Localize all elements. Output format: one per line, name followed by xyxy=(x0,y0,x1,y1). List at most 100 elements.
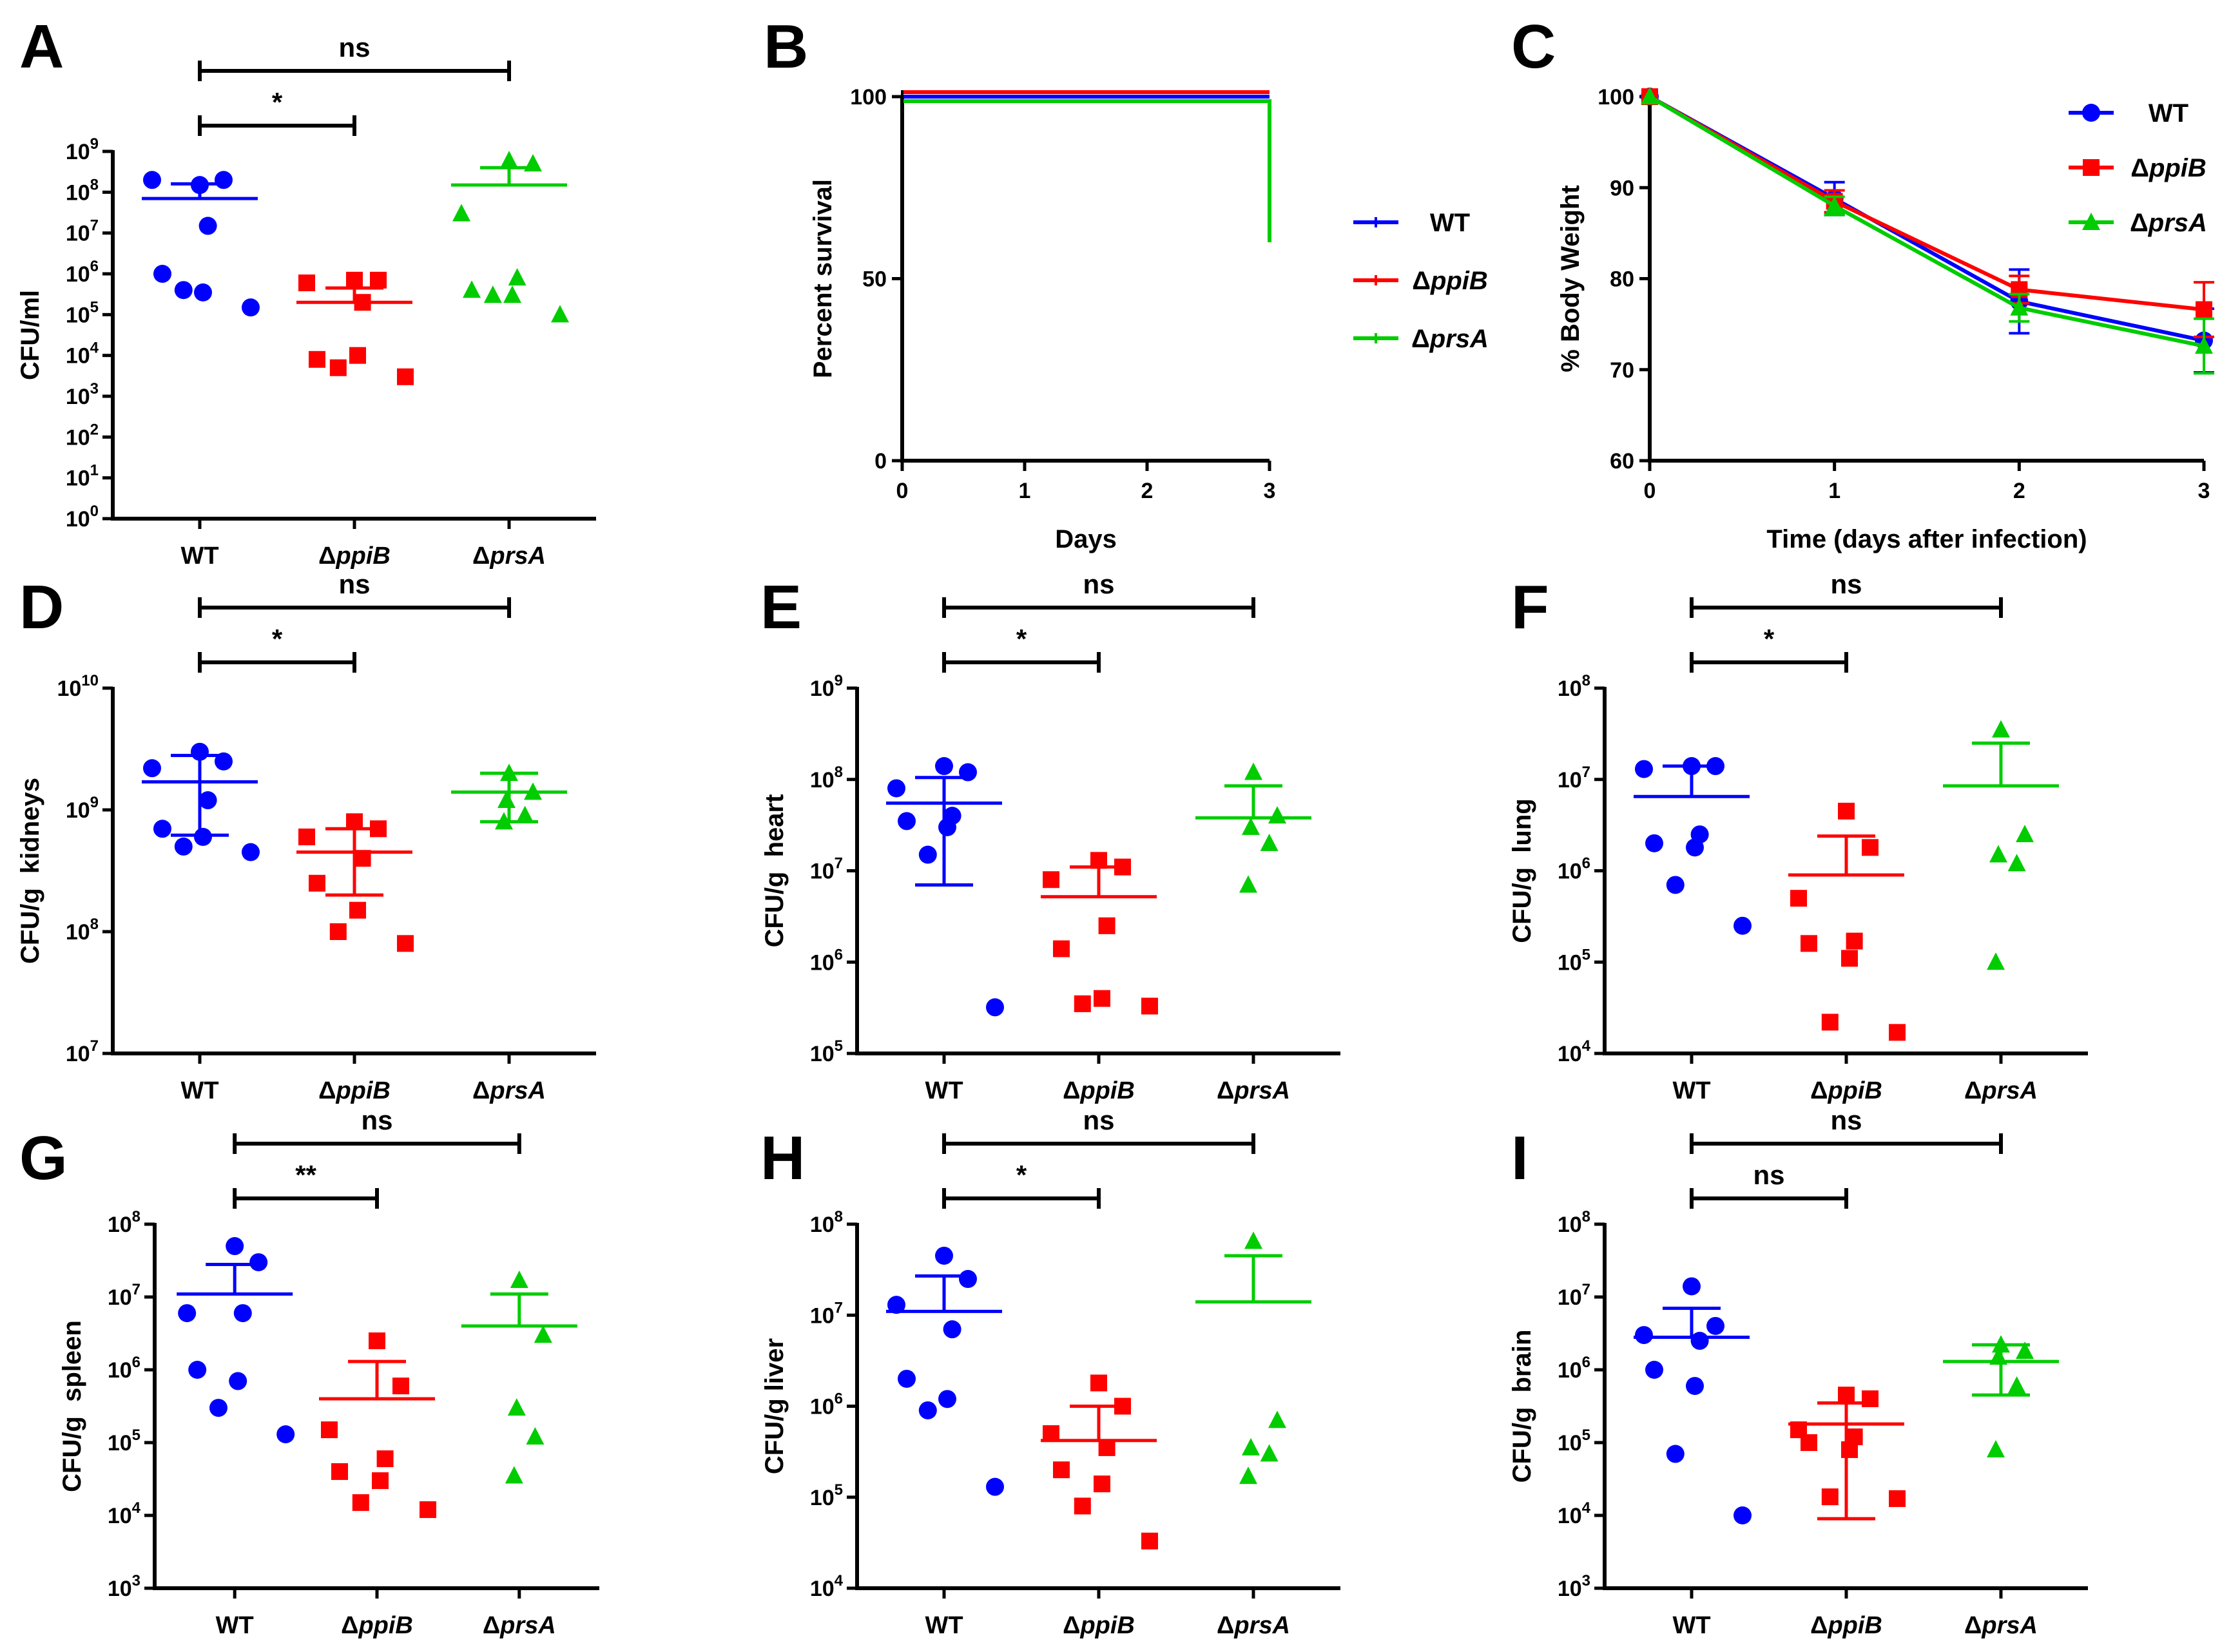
data-point xyxy=(1825,196,1844,214)
category-label: ΔppiB xyxy=(2130,154,2207,182)
category-gene: prsA xyxy=(499,1612,556,1639)
category-label: ΔppiB xyxy=(1063,1077,1135,1104)
data-point xyxy=(397,935,414,952)
y-tick-label: 0 xyxy=(874,449,887,474)
panel-label: B xyxy=(764,12,808,81)
tick-base: 10 xyxy=(810,1395,835,1419)
category-label: ΔprsA xyxy=(472,543,546,570)
category-label: ΔprsA xyxy=(1411,325,1489,353)
data-point xyxy=(1992,720,2010,738)
data-point xyxy=(174,837,193,856)
tick-exponent: 5 xyxy=(1582,1426,1590,1444)
y-tick-label: 107 xyxy=(108,1281,140,1310)
tick-base: 10 xyxy=(108,1504,132,1528)
tick-base: 10 xyxy=(810,1042,835,1066)
data-point xyxy=(2007,854,2026,872)
category-label: WT xyxy=(1672,1612,1710,1639)
data-point xyxy=(420,1501,436,1519)
category-delta: Δ xyxy=(1063,1612,1080,1639)
data-point xyxy=(1734,916,1752,935)
data-point xyxy=(1838,802,1855,820)
y-axis-title: CFU/g brain xyxy=(1508,1330,1536,1483)
data-point xyxy=(505,1466,523,1484)
data-point xyxy=(1090,1374,1107,1392)
tick-base: 10 xyxy=(810,1486,835,1510)
data-point xyxy=(1889,1490,1906,1507)
category-label: ΔprsA xyxy=(1964,1612,2038,1639)
tick-exponent: 6 xyxy=(132,1354,140,1371)
data-point xyxy=(153,820,171,838)
data-point xyxy=(918,845,937,864)
significance-label: ns xyxy=(338,569,370,599)
category-gene: ppiB xyxy=(1827,1077,1882,1104)
data-point xyxy=(1244,762,1262,780)
category-gene: prsA xyxy=(1429,325,1489,353)
tick-exponent: 6 xyxy=(1582,855,1590,872)
survival-line xyxy=(902,99,1271,242)
tick-exponent: 6 xyxy=(1582,1354,1590,1371)
data-point xyxy=(1074,1497,1091,1515)
y-tick-label: 104 xyxy=(66,340,99,369)
y-tick-label: 105 xyxy=(810,1037,843,1066)
tick-base: 10 xyxy=(108,1285,132,1310)
y-tick-label: 105 xyxy=(810,1481,843,1510)
x-axis-title: Time (days after infection) xyxy=(1766,525,2087,553)
tick-base: 10 xyxy=(66,466,90,491)
data-point xyxy=(1053,940,1070,957)
category-gene: prsA xyxy=(1233,1077,1290,1104)
category-label: ΔprsA xyxy=(1217,1077,1290,1104)
y-tick-label: 106 xyxy=(810,946,843,975)
data-point xyxy=(370,271,387,289)
data-point xyxy=(1239,1466,1257,1484)
x-axis-title: Days xyxy=(1055,525,1117,553)
category-delta: Δ xyxy=(472,1077,490,1104)
tick-base: 10 xyxy=(1558,860,1582,884)
data-point xyxy=(1989,845,2007,863)
x-tick-label: 2 xyxy=(1141,479,1154,503)
category-label: ΔppiB xyxy=(1810,1612,1882,1639)
data-point xyxy=(143,171,161,189)
significance-label: ns xyxy=(338,32,370,62)
y-tick-label: 1010 xyxy=(57,672,99,701)
tick-base: 10 xyxy=(66,344,90,369)
data-point xyxy=(242,843,260,861)
y-axis-title: CFU/g spleen xyxy=(58,1320,86,1492)
data-point xyxy=(349,901,366,919)
tick-exponent: 8 xyxy=(90,916,99,933)
data-point xyxy=(887,779,905,798)
tick-exponent: 7 xyxy=(1582,1281,1590,1298)
tick-exponent: 5 xyxy=(90,298,99,316)
data-point xyxy=(500,151,518,169)
category-gene: ppiB xyxy=(335,1077,390,1104)
data-point xyxy=(1645,1361,1663,1379)
significance-label: * xyxy=(1764,624,1775,654)
data-point xyxy=(174,281,193,300)
data-point xyxy=(226,1237,244,1256)
tick-exponent: 4 xyxy=(90,340,99,357)
category-label: ΔppiB xyxy=(318,543,391,570)
data-point xyxy=(516,805,534,823)
tick-exponent: 5 xyxy=(835,1037,843,1055)
y-tick-label: 103 xyxy=(66,380,99,409)
data-point xyxy=(1801,935,1817,952)
y-tick-label: 107 xyxy=(1558,764,1590,792)
data-point xyxy=(1734,1506,1752,1524)
data-point xyxy=(194,827,212,846)
data-point xyxy=(534,1325,552,1343)
data-point xyxy=(309,351,325,368)
significance-label: ns xyxy=(1083,1105,1114,1135)
data-point xyxy=(309,874,325,892)
category-delta: Δ xyxy=(483,1612,500,1639)
significance-label: * xyxy=(1016,1160,1027,1190)
y-tick-label: 104 xyxy=(810,1572,844,1601)
y-axis-title: CFU/g kidneys xyxy=(16,778,44,964)
tick-base: 10 xyxy=(810,950,835,975)
data-point xyxy=(898,1369,916,1388)
data-point xyxy=(2010,298,2029,316)
category-label: ΔprsA xyxy=(1217,1612,1290,1639)
data-point xyxy=(1841,950,1858,967)
data-point xyxy=(143,759,161,778)
